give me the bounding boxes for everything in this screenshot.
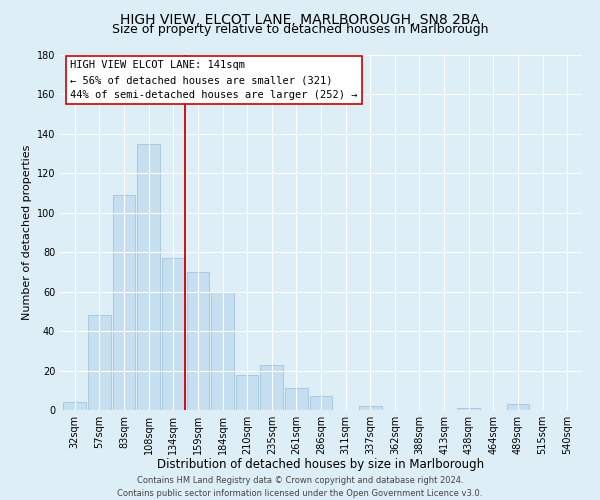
Text: Contains HM Land Registry data © Crown copyright and database right 2024.
Contai: Contains HM Land Registry data © Crown c… [118, 476, 482, 498]
Bar [64, 402, 86, 410]
Bar [211, 292, 234, 410]
Bar [359, 406, 382, 410]
Bar [236, 374, 259, 410]
Bar [260, 364, 283, 410]
Bar [285, 388, 308, 410]
Bar [187, 272, 209, 410]
Text: HIGH VIEW, ELCOT LANE, MARLBOROUGH, SN8 2BA: HIGH VIEW, ELCOT LANE, MARLBOROUGH, SN8 … [120, 12, 480, 26]
Bar [88, 316, 111, 410]
Bar [457, 408, 480, 410]
Bar [113, 195, 136, 410]
Text: Size of property relative to detached houses in Marlborough: Size of property relative to detached ho… [112, 22, 488, 36]
Bar [506, 404, 529, 410]
Bar [137, 144, 160, 410]
Bar [162, 258, 185, 410]
X-axis label: Distribution of detached houses by size in Marlborough: Distribution of detached houses by size … [157, 458, 485, 471]
Y-axis label: Number of detached properties: Number of detached properties [22, 145, 32, 320]
Bar [310, 396, 332, 410]
Text: HIGH VIEW ELCOT LANE: 141sqm
← 56% of detached houses are smaller (321)
44% of s: HIGH VIEW ELCOT LANE: 141sqm ← 56% of de… [70, 60, 358, 100]
